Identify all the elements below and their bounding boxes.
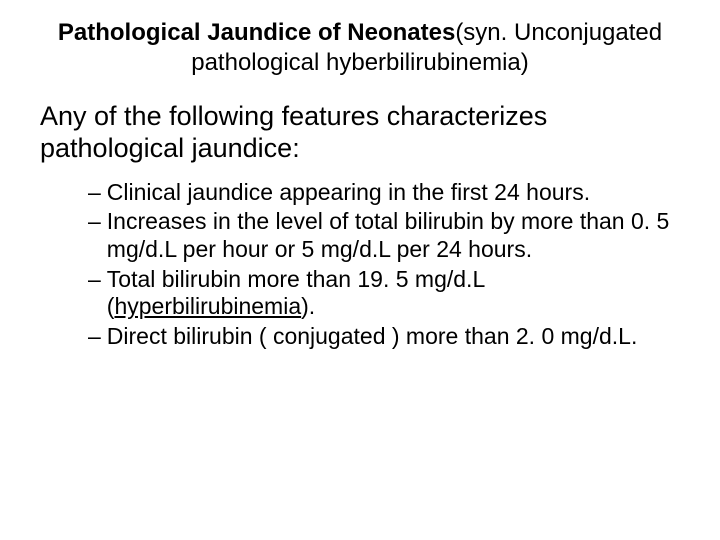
list-item: – Increases in the level of total biliru… (88, 208, 680, 263)
bullet-text: Increases in the level of total bilirubi… (107, 208, 680, 263)
list-item: – Total bilirubin more than 19. 5 mg/d.L… (88, 266, 680, 321)
bullet-text: Direct bilirubin ( conjugated ) more tha… (107, 323, 680, 351)
slide-title: Pathological Jaundice of Neonates(syn. U… (40, 18, 680, 78)
bullet-dash: – (88, 208, 107, 263)
list-item: – Direct bilirubin ( conjugated ) more t… (88, 323, 680, 351)
title-bold: Pathological Jaundice of Neonates (58, 19, 455, 46)
bullet-text: Total bilirubin more than 19. 5 mg/d.L (… (107, 266, 680, 321)
intro-text: Any of the following features characteri… (40, 100, 680, 165)
bullet3-post: ). (301, 293, 315, 319)
bullet-dash: – (88, 323, 107, 351)
bullet-text: Clinical jaundice appearing in the first… (107, 179, 680, 207)
bullet-list: – Clinical jaundice appearing in the fir… (40, 179, 680, 351)
bullet-dash: – (88, 179, 107, 207)
bullet-dash: – (88, 266, 107, 321)
list-item: – Clinical jaundice appearing in the fir… (88, 179, 680, 207)
hyperbilirubinemia-link[interactable]: hyperbilirubinemia (114, 293, 301, 319)
